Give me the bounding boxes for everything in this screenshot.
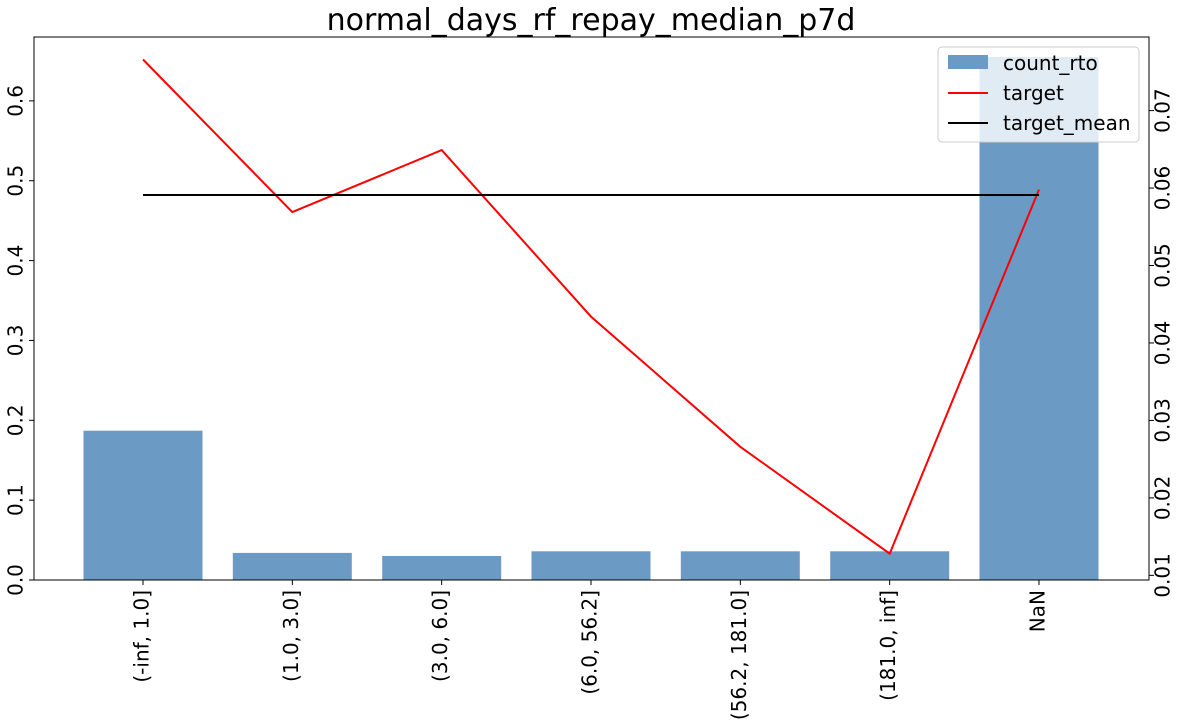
legend: count_rto target target_mean xyxy=(937,46,1140,143)
right-tick-label-0: 0.01 xyxy=(1151,553,1175,598)
line-target xyxy=(142,58,1040,556)
legend-count-rto-swatch xyxy=(948,55,988,69)
left-tick-label-0: 0.0 xyxy=(4,564,28,596)
chart-title: normal_days_rf_repay_median_p7d xyxy=(327,3,856,38)
legend-count-rto-label: count_rto xyxy=(1003,51,1098,75)
right-tick-label-4: 0.05 xyxy=(1151,243,1175,288)
legend-box xyxy=(937,46,1140,143)
left-tick-label-4: 0.4 xyxy=(4,245,28,277)
right-axis: 0.01 0.02 0.03 0.04 0.05 0.06 0.07 xyxy=(1149,88,1175,598)
legend-target-label: target xyxy=(1003,81,1064,105)
x-tick-label-5: (181.0, inf] xyxy=(876,590,900,701)
x-tick-label-2: (3.0, 6.0] xyxy=(428,590,452,682)
bars-layer xyxy=(83,57,1099,580)
bar-count_rto-3 xyxy=(531,551,651,580)
x-tick-label-4: (56.2, 181.0] xyxy=(727,590,751,720)
left-tick-label-5: 0.5 xyxy=(4,165,28,197)
bar-count_rto-2 xyxy=(382,556,502,580)
x-tick-label-1: (1.0, 3.0] xyxy=(279,590,303,682)
right-tick-label-3: 0.04 xyxy=(1151,321,1175,366)
x-axis: (-inf, 1.0] (1.0, 3.0] (3.0, 6.0] (6.0, 56.… xyxy=(130,580,1050,720)
plot-frame xyxy=(33,36,1150,581)
bar-count_rto-5 xyxy=(830,551,950,580)
bar-count_rto-0 xyxy=(83,430,203,580)
right-tick-label-1: 0.02 xyxy=(1151,476,1175,521)
x-tick-label-0: (-inf, 1.0] xyxy=(130,590,154,683)
x-tick-label-3: (6.0, 56.2] xyxy=(578,590,602,695)
x-tick-label-6: NaN xyxy=(1026,590,1050,632)
legend-target-mean-label: target_mean xyxy=(1003,111,1131,135)
left-tick-label-2: 0.2 xyxy=(4,404,28,436)
right-tick-label-2: 0.03 xyxy=(1151,398,1175,443)
left-axis: 0.0 0.1 0.2 0.3 0.4 0.5 0.6 xyxy=(4,85,34,596)
right-tick-label-5: 0.06 xyxy=(1151,166,1175,211)
left-tick-label-1: 0.1 xyxy=(4,484,28,516)
bar-count_rto-1 xyxy=(232,552,352,580)
bar-count_rto-4 xyxy=(680,551,800,580)
right-tick-label-6: 0.07 xyxy=(1151,88,1175,133)
left-tick-label-6: 0.6 xyxy=(4,85,28,117)
left-tick-label-3: 0.3 xyxy=(4,324,28,356)
lines-layer xyxy=(142,58,1040,556)
bar-count_rto-6 xyxy=(979,57,1099,580)
